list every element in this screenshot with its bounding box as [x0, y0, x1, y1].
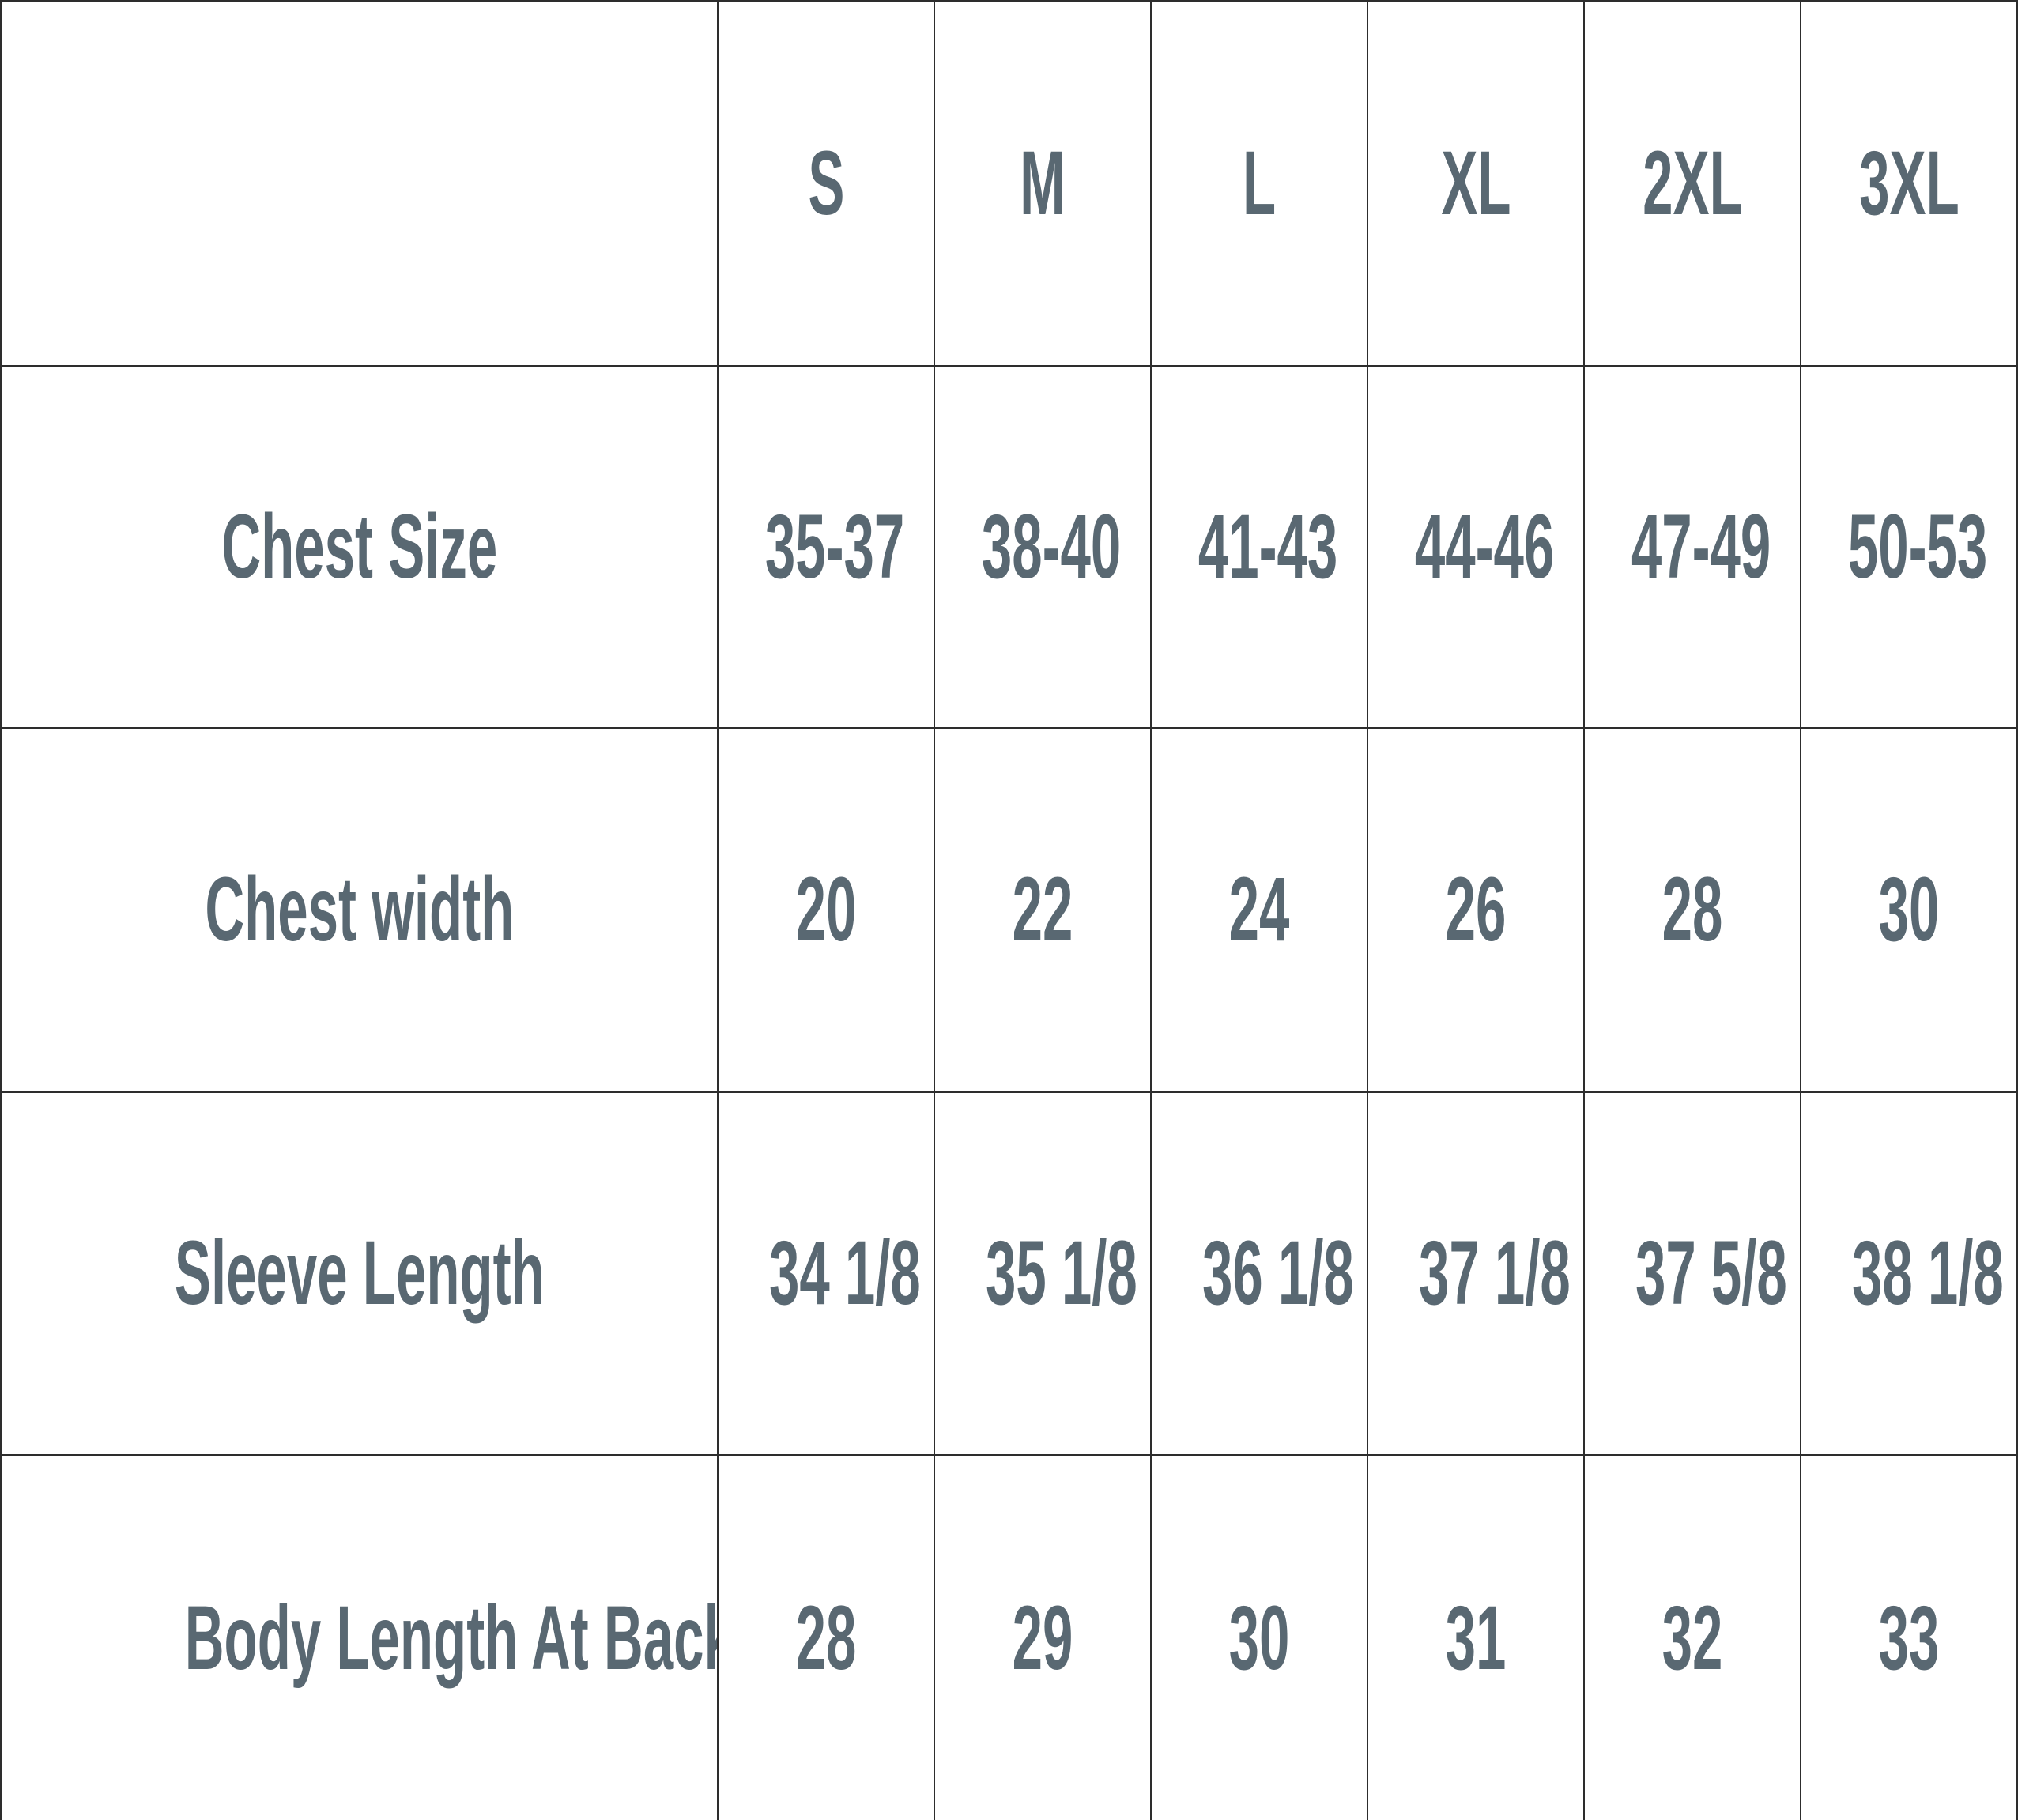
row-label: Body Length At Back [184, 1587, 718, 1689]
cell-value: 28 [717, 1454, 935, 1820]
header-row: S M L XL 2XL 3XL [0, 0, 2018, 367]
column-header-xl: XL [1367, 0, 1585, 367]
row-label-cell: Chest Size [0, 365, 719, 729]
column-header-label: 3XL [1858, 133, 1960, 234]
cell-value: 34 1/8 [717, 1091, 935, 1456]
cell-value: 26 [1367, 727, 1585, 1093]
cell-value: 22 [934, 727, 1152, 1093]
cell-text: 20 [795, 859, 857, 960]
column-header-s: S [717, 0, 935, 367]
column-header-label: XL [1440, 133, 1511, 234]
cell-text: 47-49 [1631, 496, 1771, 597]
cell-value: 30 [1150, 1454, 1368, 1820]
row-label-cell: Chest width [0, 727, 719, 1093]
cell-value: 20 [717, 727, 935, 1093]
cell-value: 36 1/8 [1150, 1091, 1368, 1456]
cell-text: 30 [1228, 1587, 1290, 1689]
cell-value: 33 [1800, 1454, 2018, 1820]
column-header-label: L [1242, 133, 1277, 234]
table-row-chest-width: Chest width 20 22 24 26 28 30 [0, 727, 2018, 1093]
cell-value: 50-53 [1800, 365, 2018, 729]
column-header-label: S [807, 133, 845, 234]
cell-value: 28 [1583, 727, 1801, 1093]
table-row-body-length: Body Length At Back 28 29 30 31 32 33 [0, 1454, 2018, 1820]
cell-text: 22 [1012, 859, 1073, 960]
cell-text: 28 [795, 1587, 857, 1689]
column-header-m: M [934, 0, 1152, 367]
row-label-cell: Body Length At Back [0, 1454, 719, 1820]
cell-text: 38 1/8 [1851, 1223, 2004, 1324]
cell-text: 28 [1662, 859, 1723, 960]
cell-value: 32 [1583, 1454, 1801, 1820]
row-label: Chest Size [221, 496, 497, 597]
column-header-label: 2XL [1642, 133, 1743, 234]
cell-value: 29 [934, 1454, 1152, 1820]
row-label-cell: Sleeve Length [0, 1091, 719, 1456]
cell-value: 24 [1150, 727, 1368, 1093]
column-header-2xl: 2XL [1583, 0, 1801, 367]
cell-text: 36 1/8 [1201, 1223, 1354, 1324]
cell-text: 24 [1228, 859, 1290, 960]
cell-value: 37 1/8 [1367, 1091, 1585, 1456]
table-row-sleeve-length: Sleeve Length 34 1/8 35 1/8 36 1/8 37 1/… [0, 1091, 2018, 1456]
cell-text: 44-46 [1414, 496, 1555, 597]
cell-text: 37 1/8 [1418, 1223, 1571, 1324]
cell-value: 31 [1367, 1454, 1585, 1820]
corner-cell [0, 0, 719, 367]
cell-text: 37 5/8 [1635, 1223, 1787, 1324]
cell-value: 44-46 [1367, 365, 1585, 729]
cell-text: 38-40 [981, 496, 1122, 597]
cell-value: 38-40 [934, 365, 1152, 729]
cell-text: 32 [1662, 1587, 1723, 1689]
table-row-chest-size: Chest Size 35-37 38-40 41-43 44-46 47-49… [0, 365, 2018, 729]
cell-value: 35 1/8 [934, 1091, 1152, 1456]
column-header-l: L [1150, 0, 1368, 367]
cell-text: 35 1/8 [985, 1223, 1137, 1324]
cell-value: 35-37 [717, 365, 935, 729]
cell-text: 33 [1878, 1587, 1940, 1689]
cell-text: 50-53 [1847, 496, 1988, 597]
row-label: Chest width [205, 859, 514, 960]
cell-text: 35-37 [764, 496, 905, 597]
cell-text: 34 1/8 [768, 1223, 921, 1324]
cell-text: 41-43 [1198, 496, 1338, 597]
row-label: Sleeve Length [174, 1223, 545, 1324]
column-header-label: M [1020, 133, 1066, 234]
column-header-3xl: 3XL [1800, 0, 2018, 367]
cell-value: 30 [1800, 727, 2018, 1093]
cell-value: 47-49 [1583, 365, 1801, 729]
cell-text: 26 [1445, 859, 1507, 960]
cell-value: 37 5/8 [1583, 1091, 1801, 1456]
cell-value: 41-43 [1150, 365, 1368, 729]
cell-value: 38 1/8 [1800, 1091, 2018, 1456]
cell-text: 30 [1878, 859, 1940, 960]
cell-text: 31 [1445, 1587, 1507, 1689]
cell-text: 29 [1012, 1587, 1073, 1689]
